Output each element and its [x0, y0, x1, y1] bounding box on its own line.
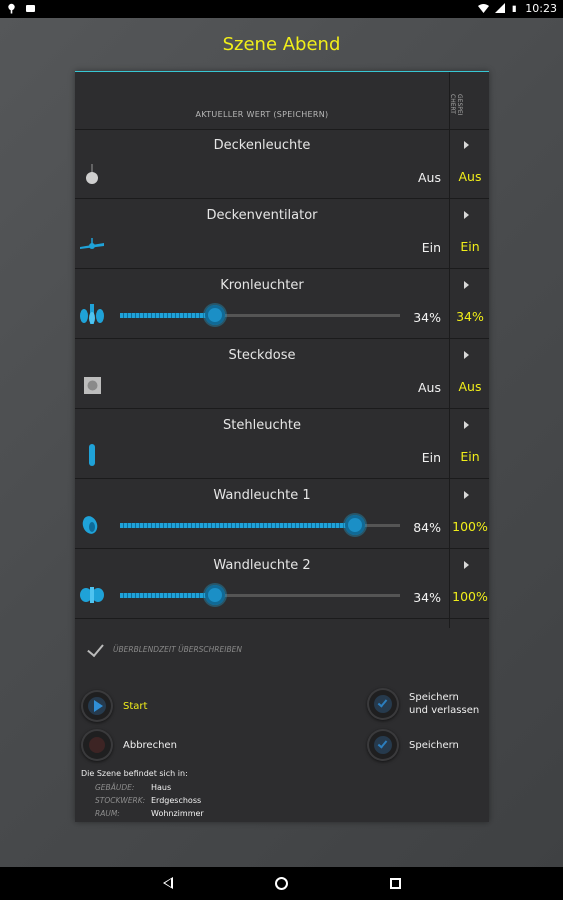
saved-value: Ein	[460, 449, 480, 464]
save-and-exit-button[interactable]: Speichern und verlassen	[367, 688, 479, 720]
slider-fill	[120, 313, 216, 318]
device-row[interactable]: Deckenventilator Ein Ein	[75, 200, 489, 269]
floor-lamp-icon	[89, 444, 95, 466]
status-bar: 10:23	[0, 0, 563, 18]
slider-handle[interactable]	[345, 515, 366, 535]
device-value: 34%	[413, 310, 441, 325]
chevron-right-icon[interactable]	[464, 491, 469, 499]
device-value: Ein	[421, 450, 441, 465]
check-icon	[367, 688, 399, 720]
back-icon[interactable]	[163, 877, 173, 889]
wifi-icon	[478, 4, 490, 13]
battery-icon	[512, 5, 517, 12]
cancel-label: Abbrechen	[123, 739, 177, 751]
chevron-right-icon[interactable]	[464, 421, 469, 429]
device-value: 84%	[413, 520, 441, 535]
override-fade-checkbox[interactable]: ÜBERBLENDZEIT ÜBERSCHREIBEN	[87, 642, 242, 656]
ceiling-light-icon	[86, 164, 98, 184]
building-value: Haus	[151, 783, 172, 792]
slider-fill	[120, 523, 356, 528]
device-value: Ein	[421, 240, 441, 255]
device-name: Stehleuchte	[223, 418, 301, 433]
start-label: Start	[123, 700, 148, 712]
dimmer-slider[interactable]	[120, 305, 400, 325]
page-title: Szene Abend	[222, 34, 341, 55]
slider-handle[interactable]	[205, 585, 226, 605]
checkmark-icon[interactable]	[87, 642, 105, 656]
device-value: Aus	[418, 380, 441, 395]
device-name: Deckenventilator	[206, 208, 318, 223]
device-value: 34%	[413, 590, 441, 605]
floor-label: STOCKWERK:	[95, 796, 146, 805]
device-name: Deckenleuchte	[213, 138, 311, 153]
saved-value: 100%	[452, 589, 488, 604]
chevron-right-icon[interactable]	[464, 211, 469, 219]
wall-light-double-icon	[80, 587, 104, 603]
start-button[interactable]: Start	[81, 690, 147, 722]
slider-fill	[120, 593, 216, 598]
building-label: GEBÄUDE:	[95, 783, 135, 792]
device-row[interactable]: Wandleuchte 1 84% 100%	[75, 480, 489, 549]
save-button[interactable]: Speichern	[367, 729, 459, 761]
save-label: Speichern	[409, 739, 459, 751]
dimmer-slider[interactable]	[120, 585, 400, 605]
cancel-button[interactable]: Abbrechen	[81, 729, 177, 761]
saved-value: Aus	[458, 169, 482, 184]
saved-header: GESPEI CHERT	[449, 94, 463, 116]
navigation-bar	[0, 867, 563, 900]
saved-value: Ein	[460, 239, 480, 254]
signal-icon	[495, 3, 506, 13]
override-label: ÜBERBLENDZEIT ÜBERSCHREIBEN	[113, 644, 242, 654]
saved-value: 34%	[456, 309, 484, 324]
device-row[interactable]: Steckdose Aus Aus	[75, 340, 489, 409]
saved-value: 100%	[452, 519, 488, 534]
column-divider	[449, 72, 450, 628]
cancel-icon	[81, 729, 113, 761]
table-header: AKTUELLER WERT (SPEICHERN) GESPEI CHERT	[75, 72, 489, 130]
wall-light-icon	[82, 516, 98, 534]
room-value: Wohnzimmer	[151, 809, 204, 818]
image-notification-icon	[26, 5, 35, 12]
chandelier-icon	[80, 304, 104, 324]
home-icon[interactable]	[275, 877, 288, 890]
current-value-header: AKTUELLER WERT (SPEICHERN)	[195, 110, 329, 119]
slider-handle[interactable]	[205, 305, 226, 325]
device-value: Aus	[418, 170, 441, 185]
saved-value: Aus	[458, 379, 482, 394]
dimmer-slider[interactable]	[120, 515, 400, 535]
chevron-right-icon[interactable]	[464, 561, 469, 569]
device-name: Kronleuchter	[220, 278, 304, 293]
device-row[interactable]: Deckenleuchte Aus Aus	[75, 130, 489, 199]
device-name: Wandleuchte 1	[213, 488, 311, 503]
check-icon	[367, 729, 399, 761]
socket-icon	[84, 377, 101, 394]
chevron-right-icon[interactable]	[464, 141, 469, 149]
device-name: Wandleuchte 2	[213, 558, 311, 573]
device-row[interactable]: Stehleuchte Ein Ein	[75, 410, 489, 479]
floor-value: Erdgeschoss	[151, 796, 202, 805]
ceiling-fan-icon	[80, 238, 104, 249]
notification-icon	[8, 3, 15, 14]
scene-panel: AKTUELLER WERT (SPEICHERN) GESPEI CHERT …	[75, 71, 489, 822]
chevron-right-icon[interactable]	[464, 351, 469, 359]
clock: 10:23	[525, 2, 557, 15]
play-icon	[81, 690, 113, 722]
room-label: RAUM:	[95, 809, 120, 818]
device-name: Steckdose	[228, 348, 296, 363]
device-row[interactable]: Wandleuchte 2 34% 100%	[75, 550, 489, 619]
device-row[interactable]: Kronleuchter 34% 34%	[75, 270, 489, 339]
chevron-right-icon[interactable]	[464, 281, 469, 289]
recent-apps-icon[interactable]	[390, 878, 401, 889]
location-heading: Die Szene befindet sich in:	[81, 769, 188, 778]
scene-location-info: Die Szene befindet sich in: GEBÄUDE: Haus…	[81, 769, 204, 820]
save-and-exit-label: Speichern und verlassen	[409, 692, 480, 716]
